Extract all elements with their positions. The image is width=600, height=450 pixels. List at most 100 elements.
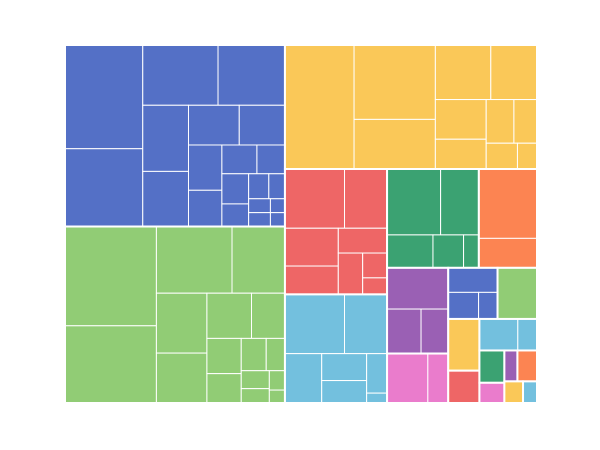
treemap-cell xyxy=(64,226,157,327)
treemap-cell xyxy=(485,99,515,144)
treemap-group xyxy=(516,349,539,383)
treemap-cell xyxy=(284,44,355,170)
treemap-cell xyxy=(284,265,339,295)
treemap-cell xyxy=(240,370,270,390)
treemap-cell xyxy=(420,308,449,355)
treemap-cell xyxy=(248,198,271,214)
treemap-cell xyxy=(386,308,422,355)
treemap-cell xyxy=(217,44,286,106)
treemap-cell xyxy=(206,337,242,375)
treemap-cell xyxy=(386,267,449,310)
treemap-cell xyxy=(142,44,219,106)
treemap-cell xyxy=(155,226,233,294)
treemap-cell xyxy=(362,252,388,279)
treemap-cell xyxy=(268,173,286,200)
treemap-cell xyxy=(321,353,368,382)
treemap-cell xyxy=(337,227,388,254)
treemap-cell xyxy=(251,292,286,339)
treemap-cell xyxy=(522,380,538,404)
treemap-cell xyxy=(463,234,480,269)
treemap-cell xyxy=(490,44,538,101)
treemap-group xyxy=(478,317,539,352)
treemap-cell xyxy=(386,234,434,269)
treemap-cell xyxy=(269,198,286,214)
treemap-group xyxy=(478,349,506,384)
treemap-cell xyxy=(187,189,223,228)
treemap-cell xyxy=(284,353,323,404)
treemap-cell xyxy=(434,99,487,140)
treemap-cell xyxy=(155,292,208,354)
treemap-cell xyxy=(497,267,538,320)
treemap-cell xyxy=(337,252,364,295)
treemap-cell xyxy=(221,203,250,228)
treemap-cell xyxy=(353,44,436,120)
treemap-cell xyxy=(344,168,388,229)
treemap-cell xyxy=(221,173,250,205)
treemap-cell xyxy=(231,226,286,294)
treemap-cell xyxy=(517,318,538,351)
treemap-cell xyxy=(516,349,538,382)
treemap-cell xyxy=(321,380,368,404)
treemap-cell xyxy=(142,170,189,228)
treemap-cell xyxy=(503,380,524,404)
treemap-cell xyxy=(64,148,144,228)
treemap-group xyxy=(503,380,525,404)
treemap-cell xyxy=(256,144,286,175)
treemap-cell xyxy=(386,168,442,236)
treemap-group xyxy=(386,352,450,404)
treemap-cell xyxy=(366,353,388,394)
treemap-cell xyxy=(187,104,240,146)
treemap-group xyxy=(478,381,506,405)
treemap-group xyxy=(64,44,286,228)
treemap-group xyxy=(283,293,389,404)
treemap-group xyxy=(64,225,286,404)
treemap-cell xyxy=(478,291,499,320)
treemap-group xyxy=(447,317,481,372)
treemap-cell xyxy=(485,142,518,170)
treemap-cell xyxy=(268,370,286,391)
treemap-group xyxy=(447,369,481,405)
treemap-cell xyxy=(503,349,518,382)
treemap-group xyxy=(283,44,538,170)
treemap-cell xyxy=(238,104,286,146)
treemap-cell xyxy=(269,212,286,228)
treemap-cell xyxy=(478,318,519,351)
treemap-cell xyxy=(447,267,499,293)
treemap-cell xyxy=(447,318,480,372)
treemap-cell xyxy=(248,212,271,228)
treemap-cell xyxy=(362,277,388,295)
treemap-cell xyxy=(64,44,144,150)
treemap-group xyxy=(522,380,538,404)
treemap-group-border xyxy=(522,380,538,404)
treemap-cell xyxy=(434,44,492,101)
treemap-group xyxy=(386,266,450,355)
treemap-cell xyxy=(268,389,286,404)
treemap-cell xyxy=(386,353,429,404)
treemap-cell xyxy=(440,168,480,236)
treemap-cell xyxy=(478,349,505,384)
treemap-cell xyxy=(248,173,270,200)
treemap-cell xyxy=(240,337,267,372)
treemap-cell xyxy=(447,370,480,404)
treemap-cell xyxy=(366,392,388,404)
treemap-cell xyxy=(513,99,538,144)
treemap-group xyxy=(386,168,480,269)
treemap-group xyxy=(496,266,539,320)
treemap-cell xyxy=(478,237,538,269)
treemap-cell xyxy=(284,168,346,229)
treemap-cell xyxy=(221,144,258,175)
treemap-cell xyxy=(142,104,189,172)
treemap-cell xyxy=(187,144,223,191)
treemap-cell xyxy=(516,142,538,170)
treemap-cell xyxy=(344,293,388,355)
treemap-group xyxy=(283,168,389,296)
treemap-cell xyxy=(64,325,157,404)
treemap-cell xyxy=(432,234,465,269)
treemap-group xyxy=(447,266,499,320)
treemap-cell xyxy=(206,373,242,404)
treemap-cell xyxy=(240,388,270,404)
treemap-cell xyxy=(155,352,208,404)
treemap-cell xyxy=(265,337,286,372)
